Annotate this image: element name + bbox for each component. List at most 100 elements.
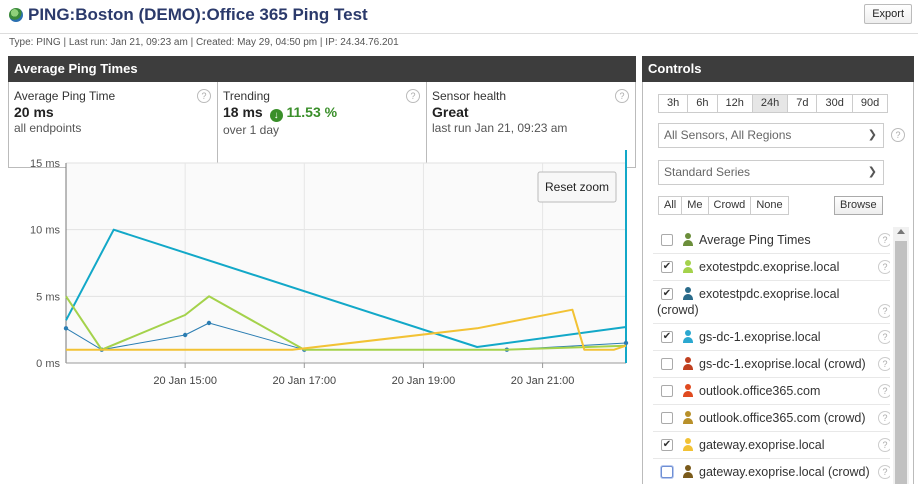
filter-group: All Me Crowd None	[658, 196, 789, 215]
person-icon	[682, 411, 694, 425]
range-button-30d[interactable]: 30d	[816, 94, 853, 113]
help-icon[interactable]: ?	[878, 411, 890, 425]
data-point[interactable]	[623, 340, 629, 346]
series-checkbox[interactable]	[661, 358, 673, 370]
range-button-24h[interactable]: 24h	[751, 94, 789, 113]
range-button-6h[interactable]: 6h	[687, 94, 718, 113]
series-line[interactable]	[65, 228, 627, 348]
series-list: Average Ping Times? ✔ exotestpdc.exoprise.…	[653, 227, 890, 484]
y-tick-label: 10 ms	[30, 225, 60, 237]
stat-label: Average Ping Time	[14, 89, 116, 103]
stat-label: Trending	[223, 89, 270, 103]
stat-sub: last run Jan 21, 09:23 am	[432, 121, 568, 135]
series-scrollbar[interactable]	[893, 227, 909, 484]
plot-area	[66, 163, 626, 363]
series-item[interactable]: gs-dc-1.exoprise.local (crowd)?	[653, 351, 890, 378]
help-icon[interactable]: ?	[878, 438, 890, 452]
browse-button[interactable]: Browse	[834, 196, 883, 215]
stat-value: 20 ms	[14, 104, 54, 120]
scroll-thumb[interactable]	[895, 241, 907, 484]
help-icon[interactable]: ?	[878, 260, 890, 274]
filter-button-crowd[interactable]: Crowd	[707, 196, 752, 215]
help-icon[interactable]: ?	[878, 384, 890, 398]
stat-label: Sensor health	[432, 89, 507, 103]
series-label: gs-dc-1.exoprise.local	[699, 330, 821, 344]
data-point[interactable]	[206, 320, 212, 326]
arrow-down-circle-icon: ↓	[269, 109, 283, 122]
export-button[interactable]: Export	[864, 4, 912, 24]
stat-trending: Trending 18 ms ↓ 11.53 % over 1 day ?	[218, 82, 427, 167]
controls-title: Controls	[642, 56, 914, 82]
chevron-down-icon: ❯	[867, 129, 877, 141]
series-checkbox[interactable]	[661, 412, 673, 424]
series-item[interactable]: outlook.office365.com (crowd)?	[653, 405, 890, 432]
help-icon[interactable]: ?	[615, 89, 629, 103]
scroll-up-icon[interactable]	[897, 229, 905, 234]
person-icon	[682, 287, 694, 301]
person-icon	[682, 260, 694, 274]
series-item[interactable]: ✔ gateway.exoprise.local?	[653, 432, 890, 459]
data-point[interactable]	[182, 332, 188, 338]
sensor-meta: Type: PING | Last run: Jan 21, 09:23 am …	[9, 37, 399, 48]
help-icon[interactable]: ?	[878, 357, 890, 371]
series-item[interactable]: ✔ gs-dc-1.exoprise.local?	[653, 324, 890, 351]
ping-chart[interactable]: 0 ms 5 ms 10 ms 15 ms 20 Jan 15:00 20 Jan 17:…	[8, 150, 636, 394]
person-icon	[682, 438, 694, 452]
controls-panel: Controls 3h 6h 12h 24h 7d 30d 90d All Sensors,…	[642, 56, 914, 484]
panel-title: Average Ping Times	[8, 56, 636, 82]
series-type-select[interactable]: Standard Series ❯	[658, 160, 884, 185]
series-line[interactable]	[66, 308, 627, 351]
stat-sub: all endpoints	[14, 121, 82, 135]
series-item[interactable]: ✔ exotestpdc.exoprise.local (crowd)?	[653, 281, 890, 324]
x-tick-label: 20 Jan 19:00	[392, 375, 456, 387]
series-checkbox[interactable]	[661, 466, 673, 478]
trend-value: 18 ms	[223, 104, 263, 120]
series-checkbox[interactable]: ✔	[661, 439, 673, 451]
x-tick-label: 20 Jan 21:00	[511, 375, 575, 387]
help-icon[interactable]: ?	[878, 233, 890, 247]
series-label: gateway.exoprise.local (crowd)	[699, 465, 870, 479]
series-select-value: Standard Series	[664, 165, 751, 179]
sensor-select[interactable]: All Sensors, All Regions ❯	[658, 123, 884, 148]
series-checkbox[interactable]: ✔	[661, 331, 673, 343]
stat-value: Great	[432, 104, 469, 120]
series-label: exotestpdc.exoprise.local	[699, 287, 840, 301]
page-header: PING:Boston (DEMO):Office 365 Ping Test …	[0, 0, 918, 34]
series-item[interactable]: outlook.office365.com?	[653, 378, 890, 405]
series-item[interactable]: gateway.exoprise.local (crowd)?	[653, 459, 890, 484]
series-checkbox[interactable]	[661, 385, 673, 397]
person-icon	[682, 384, 694, 398]
help-icon[interactable]: ?	[406, 89, 420, 103]
series-item[interactable]: Average Ping Times?	[653, 227, 890, 254]
data-point[interactable]	[63, 326, 69, 331]
filter-button-all[interactable]: All	[658, 196, 683, 215]
series-item[interactable]: ✔ exotestpdc.exoprise.local?	[653, 254, 890, 281]
range-button-12h[interactable]: 12h	[716, 94, 753, 113]
x-tick-label: 20 Jan 15:00	[153, 375, 217, 387]
help-icon[interactable]: ?	[878, 304, 890, 318]
chevron-down-icon: ❯	[867, 166, 877, 178]
filter-button-me[interactable]: Me	[681, 196, 709, 215]
help-icon[interactable]: ?	[878, 330, 890, 344]
filter-button-none[interactable]: None	[750, 196, 789, 215]
range-button-7d[interactable]: 7d	[787, 94, 818, 113]
series-label-continued: (crowd)	[657, 303, 699, 317]
series-checkbox[interactable]	[661, 234, 673, 246]
help-icon[interactable]: ?	[197, 89, 211, 103]
help-icon[interactable]: ?	[891, 128, 905, 142]
y-tick-label: 5 ms	[36, 291, 60, 303]
person-icon	[682, 465, 694, 479]
y-tick-label: 0 ms	[36, 358, 60, 370]
series-label: Average Ping Times	[699, 233, 811, 247]
help-icon[interactable]: ?	[878, 465, 890, 479]
range-button-90d[interactable]: 90d	[851, 94, 889, 113]
series-label: outlook.office365.com (crowd)	[699, 411, 866, 425]
range-button-3h[interactable]: 3h	[658, 94, 689, 113]
y-tick-label: 15 ms	[30, 158, 60, 170]
reset-zoom-label[interactable]: Reset zoom	[545, 180, 609, 194]
reset-zoom-button[interactable]	[537, 171, 617, 203]
stat-average-ping: Average Ping Time 20 ms all endpoints ?	[9, 82, 218, 167]
series-checkbox[interactable]: ✔	[661, 261, 673, 273]
stat-value: 18 ms ↓ 11.53 %	[223, 104, 421, 122]
series-checkbox[interactable]: ✔	[661, 288, 673, 300]
